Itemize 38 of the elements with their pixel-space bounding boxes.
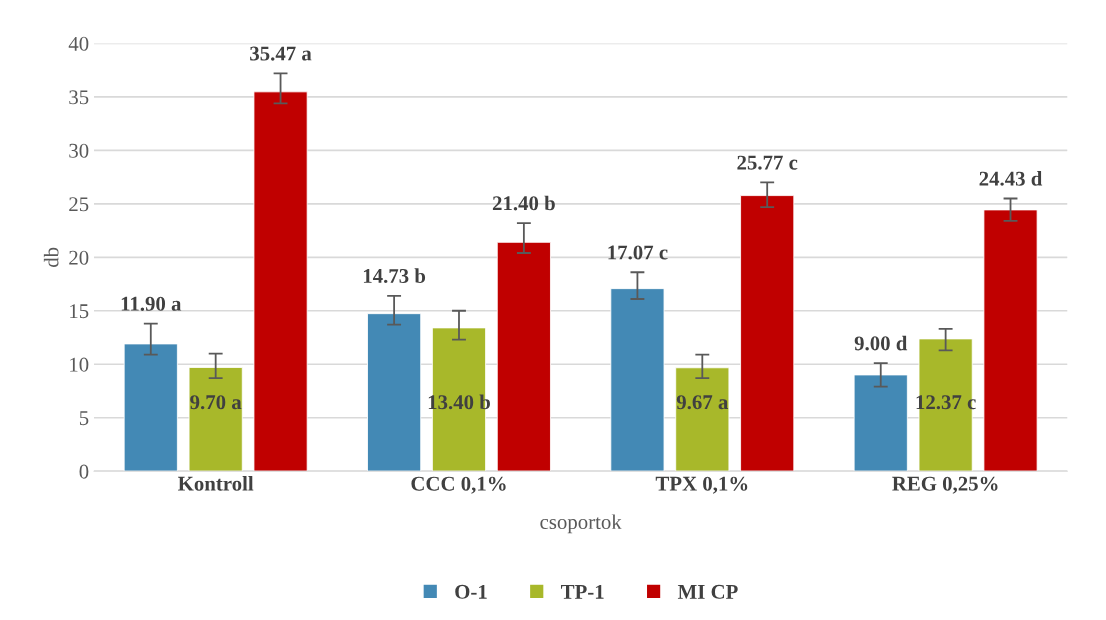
- data-label: 11.90 a: [121, 296, 182, 311]
- data-label: 35.47 a: [250, 46, 312, 61]
- y-tick-label: 0: [79, 464, 89, 479]
- y-tick-label: 40: [68, 36, 89, 51]
- bar: [675, 367, 730, 472]
- y-tick-label: 20: [69, 250, 89, 265]
- data-label: 9.70 a: [190, 395, 242, 410]
- data-label: 21.40 b: [492, 195, 555, 211]
- legend-label: TP-1: [561, 584, 604, 599]
- data-label: 14.73 b: [363, 268, 426, 284]
- x-tick-label: TPX 0,1%: [655, 476, 748, 494]
- legend-label: MI CP: [677, 584, 738, 599]
- y-tick-label: 15: [70, 304, 89, 319]
- x-axis-title: csoportok: [540, 514, 622, 534]
- bar: [253, 91, 308, 472]
- y-tick-label: 25: [69, 197, 89, 212]
- bar: [367, 313, 422, 472]
- data-label: 9.00 d: [854, 335, 908, 351]
- bar: [188, 367, 243, 472]
- x-tick-label: REG 0,25%: [892, 476, 998, 494]
- x-tick-label: Kontroll: [178, 476, 254, 491]
- bar: [496, 241, 551, 472]
- data-label: 17.07 c: [608, 245, 668, 260]
- y-tick-label: 30: [69, 143, 89, 158]
- data-label: 24.43 d: [979, 171, 1043, 186]
- y-tick-label: 10: [70, 357, 89, 372]
- y-tick-label: 5: [79, 411, 89, 426]
- data-label: 25.77 c: [737, 155, 798, 170]
- y-axis-title: db: [43, 247, 59, 267]
- bar: [740, 195, 795, 472]
- x-tick-label: CCC 0,1%: [411, 476, 506, 494]
- bar: [853, 374, 908, 472]
- y-tick-label: 35: [69, 90, 89, 105]
- data-label: 9.67 a: [676, 395, 729, 410]
- bar: [983, 209, 1038, 472]
- bar: [123, 343, 178, 472]
- bar: [610, 288, 665, 472]
- legend-label: O-1: [455, 584, 487, 599]
